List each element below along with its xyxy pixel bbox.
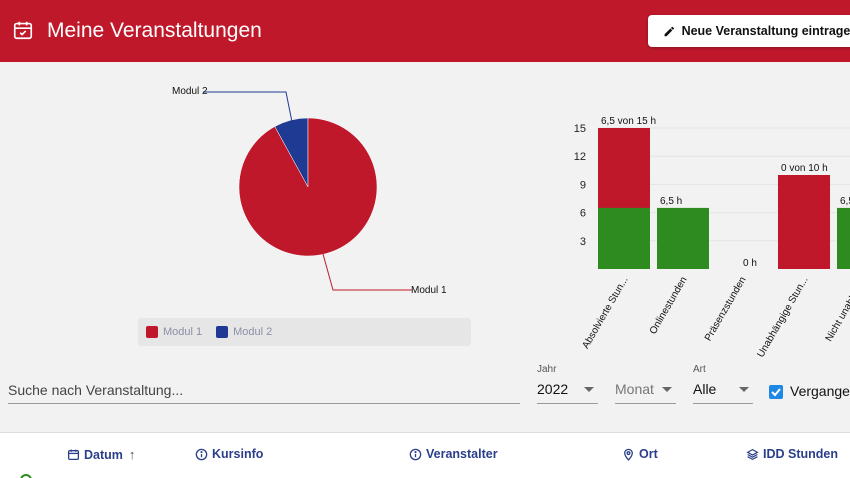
type-value: Alle xyxy=(693,381,717,397)
legend-item-modul-1[interactable]: Modul 1 xyxy=(146,326,202,338)
pie-label-modul-1: Modul 1 xyxy=(411,285,447,296)
search-input[interactable] xyxy=(8,370,520,403)
new-event-label: Neue Veranstaltung eintragen xyxy=(681,24,850,38)
search-field[interactable] xyxy=(8,370,520,404)
info-icon xyxy=(409,448,422,460)
pencil-icon xyxy=(664,26,674,36)
x-tick-label: Nicht unabhän... xyxy=(824,275,850,344)
bar-done[interactable] xyxy=(837,207,850,269)
new-event-button[interactable]: Neue Veranstaltung eintragen xyxy=(648,15,850,47)
type-select[interactable]: Art Alle xyxy=(693,364,753,404)
status-indicator xyxy=(20,474,32,478)
column-label: Datum xyxy=(84,447,123,462)
bar-data-label: 0 h xyxy=(743,258,757,269)
bar-done[interactable] xyxy=(598,207,650,269)
type-label: Art xyxy=(693,364,706,375)
app-header: Meine Veranstaltungen Neue Veranstaltung… xyxy=(0,0,850,62)
page-title: Meine Veranstaltungen xyxy=(47,19,262,42)
checkmark-icon xyxy=(771,388,781,397)
y-tick-label: 12 xyxy=(574,151,586,163)
info-icon xyxy=(195,448,208,460)
column-label: Veranstalter xyxy=(426,447,498,461)
column-label: IDD Stunden xyxy=(763,447,838,461)
column-header-idd-stunden[interactable]: IDD Stunden xyxy=(746,447,838,461)
calendar-icon xyxy=(67,449,80,461)
column-header-ort[interactable]: Ort xyxy=(622,447,658,461)
y-tick-label: 3 xyxy=(580,236,586,248)
past-checkbox[interactable] xyxy=(769,385,783,399)
pie-leader-modul-1 xyxy=(322,253,412,291)
legend-label: Modul 2 xyxy=(233,326,273,338)
year-select[interactable]: Jahr 2022 xyxy=(537,364,598,404)
bar-total[interactable] xyxy=(778,175,830,269)
past-checkbox-label[interactable]: Vergangen xyxy=(790,383,850,399)
layers-icon xyxy=(746,448,759,460)
bar-data-label: 6,5 von 15 h xyxy=(601,116,656,127)
y-tick-label: 9 xyxy=(580,179,586,191)
chevron-down-icon xyxy=(584,387,594,392)
pie-label-modul-2: Modul 2 xyxy=(172,86,208,97)
chevron-down-icon xyxy=(739,387,749,392)
bar-done[interactable] xyxy=(657,207,709,269)
legend-label: Modul 1 xyxy=(163,326,203,338)
year-value: 2022 xyxy=(537,381,569,397)
location-pin-icon xyxy=(624,448,633,461)
bar-data-label: 6,5 h xyxy=(660,196,682,207)
table-header: Datum ↑ Kursinfo Veranstalter Ort IDD St… xyxy=(0,432,850,478)
y-tick-label: 15 xyxy=(574,123,586,135)
hours-bar-chart: 3 6 9 12 15 6,5 von 15 h Absolvierte Stun... 6,… xyxy=(574,116,850,359)
legend-swatch xyxy=(216,326,229,338)
column-label: Ort xyxy=(639,447,658,461)
pie-legend: Modul 1 Modul 2 xyxy=(138,318,471,346)
pie-slice-modul-1[interactable] xyxy=(238,117,378,257)
chevron-down-icon xyxy=(662,387,672,392)
x-tick-label: Onlinestunden xyxy=(648,275,690,336)
column-label: Kursinfo xyxy=(212,447,264,461)
legend-swatch xyxy=(146,326,158,338)
sort-arrow-icon[interactable]: ↑ xyxy=(128,447,136,462)
bar-data-label: 0 von 10 h xyxy=(781,163,828,174)
column-header-datum[interactable]: Datum ↑ xyxy=(67,447,135,462)
year-label: Jahr xyxy=(537,364,557,375)
x-tick-label: Unabhängige Stun... xyxy=(755,275,810,359)
y-tick-label: 6 xyxy=(580,208,586,220)
month-value: Monat xyxy=(615,381,654,397)
month-select[interactable]: Monat xyxy=(615,364,676,404)
legend-item-modul-2[interactable]: Modul 2 xyxy=(216,326,272,338)
module-pie-chart xyxy=(203,91,412,291)
x-tick-label: Präsenzstunden xyxy=(703,275,749,343)
bar-data-label: 6,5 xyxy=(840,196,850,207)
calendar-check-icon xyxy=(13,21,33,40)
column-header-veranstalter[interactable]: Veranstalter xyxy=(409,447,498,461)
column-header-kursinfo[interactable]: Kursinfo xyxy=(195,447,263,461)
pie-leader-modul-2 xyxy=(203,91,294,128)
x-tick-label: Absolvierte Stun... xyxy=(580,275,630,351)
